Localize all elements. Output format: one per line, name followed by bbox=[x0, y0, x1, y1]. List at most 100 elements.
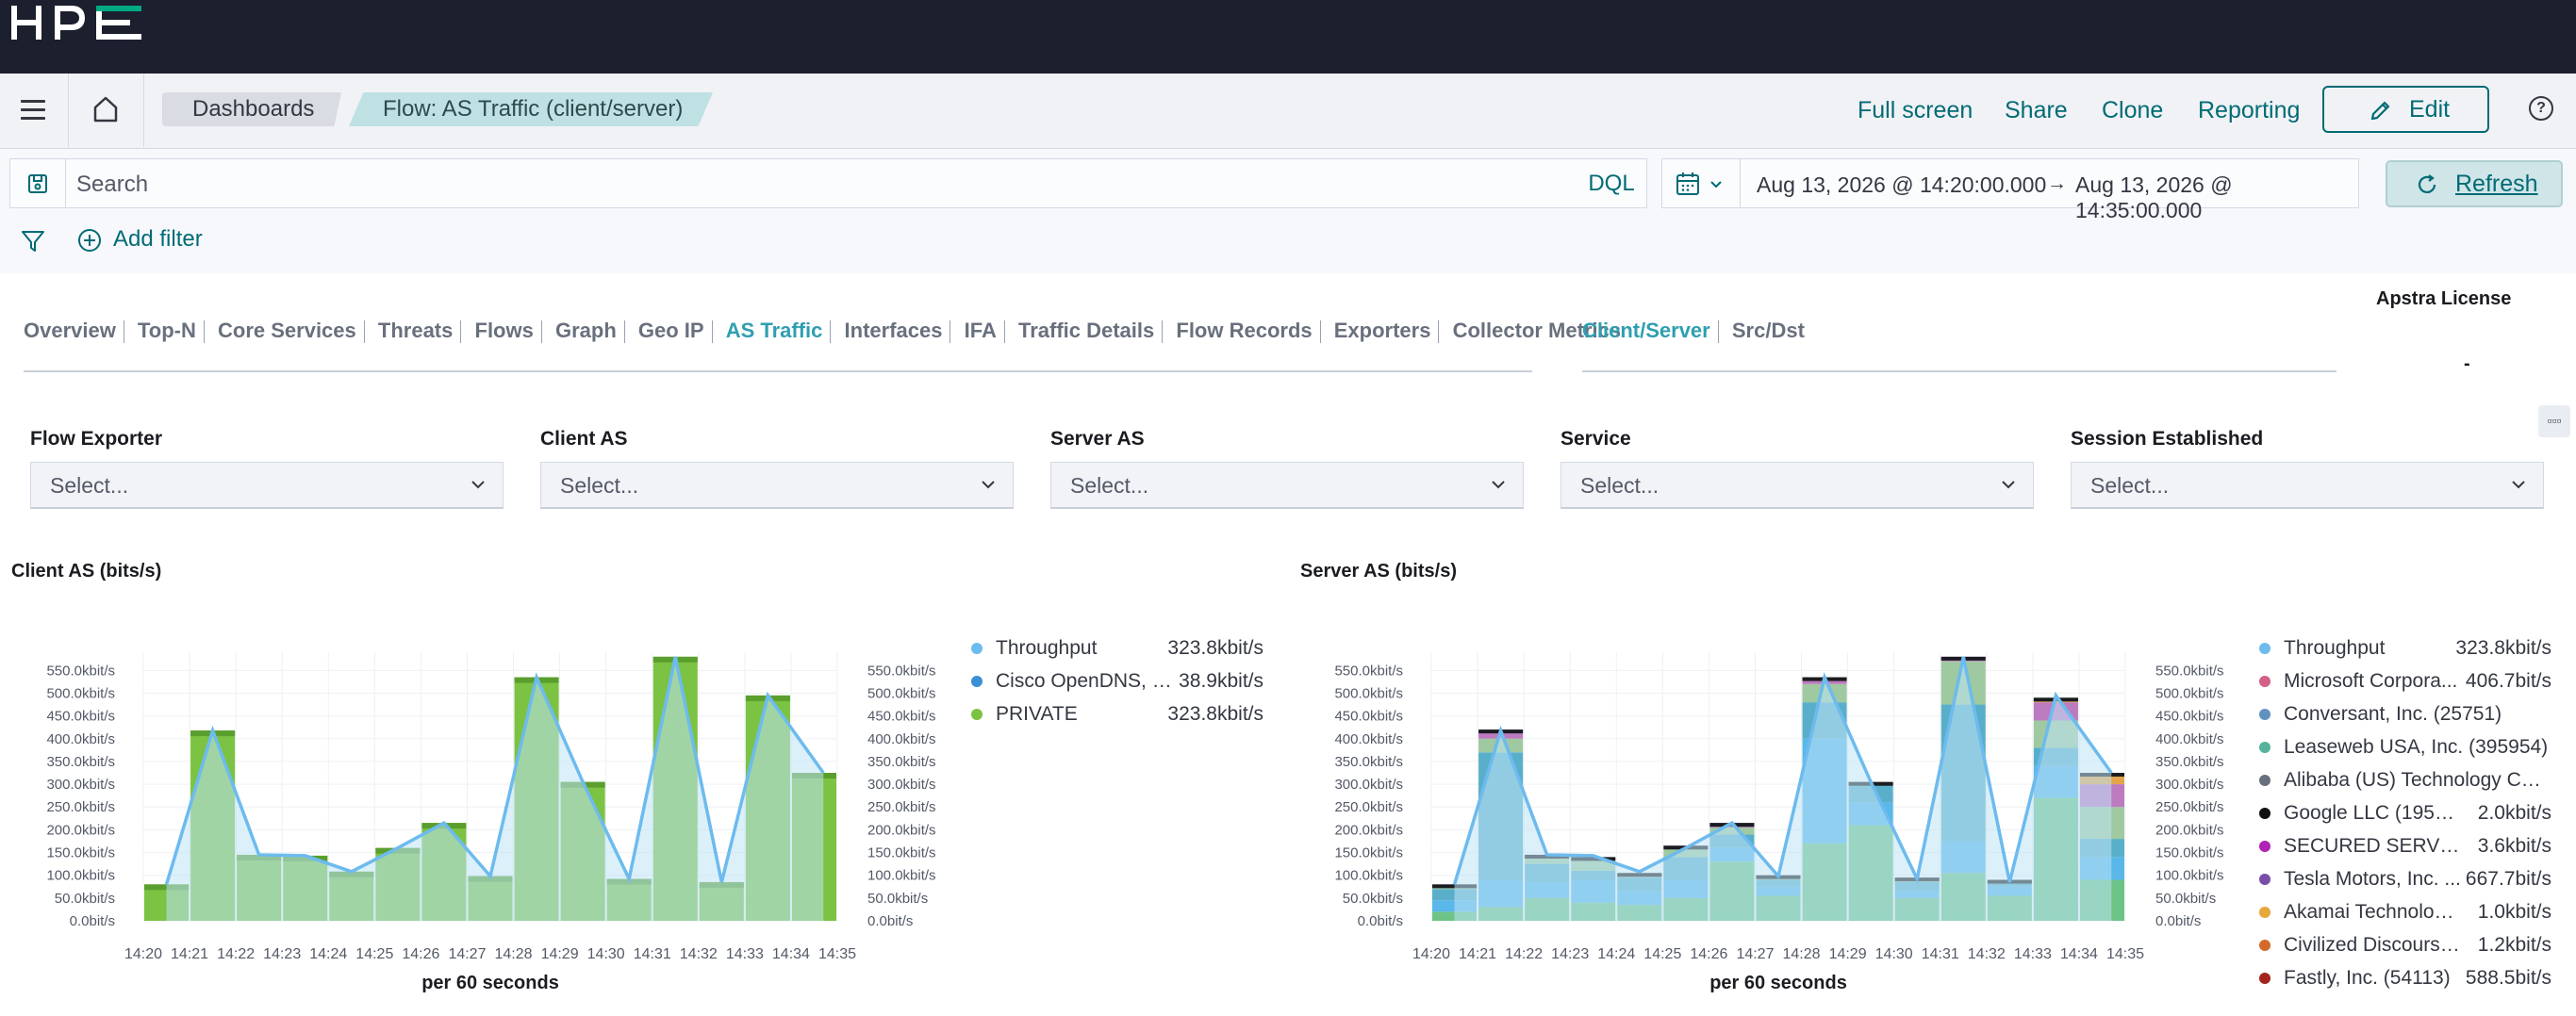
legend-item[interactable]: Tesla Motors, Inc. ... 667.7bit/s bbox=[2259, 864, 2551, 897]
session-established-select[interactable]: Select... bbox=[2071, 462, 2544, 509]
y-tick-label-right: 450.0kbit/s bbox=[2155, 709, 2224, 725]
tab-ifa[interactable]: IFA bbox=[964, 319, 997, 342]
pencil-icon bbox=[2370, 101, 2390, 121]
legend-label: Alibaba (US) Technology Co.... bbox=[2284, 769, 2551, 791]
legend-item[interactable]: Google LLC (19527) 2.0kbit/s bbox=[2259, 798, 2551, 831]
server-as-select[interactable]: Select... bbox=[1050, 462, 1524, 509]
legend-value: 1.2kbit/s bbox=[2477, 934, 2551, 956]
chevron-down-icon bbox=[2002, 481, 2015, 489]
full-screen-link[interactable]: Full screen bbox=[1858, 97, 1973, 123]
tab-flows[interactable]: Flows bbox=[474, 319, 534, 342]
sub-tabs-divider bbox=[1582, 370, 2337, 372]
filter-icon[interactable] bbox=[21, 229, 45, 254]
tab-core-services[interactable]: Core Services bbox=[218, 319, 356, 342]
legend-item[interactable]: Leaseweb USA, Inc. (395954) bbox=[2259, 732, 2551, 765]
tab-flow-records[interactable]: Flow Records bbox=[1176, 319, 1313, 342]
throughput-line bbox=[164, 656, 825, 885]
y-tick-label-left: 150.0kbit/s bbox=[1334, 845, 1403, 861]
legend-color-dot bbox=[2259, 676, 2271, 687]
legend-item[interactable]: Cisco OpenDNS, LL... 38.9kbit/s bbox=[971, 666, 1263, 699]
share-link[interactable]: Share bbox=[2005, 97, 2068, 123]
x-tick-label: 14:30 bbox=[1875, 946, 1913, 962]
chevron-down-icon bbox=[2512, 481, 2525, 489]
legend-color-dot bbox=[2259, 775, 2271, 786]
legend-item[interactable]: Civilized Discourse ... 1.2kbit/s bbox=[2259, 930, 2551, 963]
nav-divider bbox=[143, 74, 144, 147]
breadcrumb-dashboards[interactable]: Dashboards bbox=[162, 92, 341, 126]
y-tick-label-left: 500.0kbit/s bbox=[1334, 685, 1403, 701]
legend-item[interactable]: PRIVATE 323.8kbit/s bbox=[971, 699, 1263, 732]
x-tick-label: 14:24 bbox=[1597, 946, 1635, 962]
refresh-button-label: Refresh bbox=[2455, 171, 2538, 197]
query-language-button[interactable]: DQL bbox=[1577, 158, 1647, 208]
x-tick-label: 14:22 bbox=[1505, 946, 1543, 962]
x-tick-label: 14:21 bbox=[171, 946, 208, 962]
tab-exporters[interactable]: Exporters bbox=[1333, 319, 1431, 342]
tab-geo-ip[interactable]: Geo IP bbox=[637, 319, 704, 342]
legend-item[interactable]: Conversant, Inc. (25751) bbox=[2259, 699, 2551, 732]
menu-icon[interactable] bbox=[19, 96, 47, 124]
saved-query-button[interactable] bbox=[10, 159, 66, 207]
breadcrumb-current: Flow: AS Traffic (client/server) bbox=[349, 92, 713, 126]
tab-top-n[interactable]: Top-N bbox=[137, 319, 196, 342]
sub-tabs: Client/Server Src/Dst bbox=[1582, 319, 1805, 344]
legend-color-dot bbox=[971, 643, 983, 654]
legend-value: 406.7bit/s bbox=[2465, 670, 2551, 692]
bar-segment bbox=[1432, 911, 1478, 921]
x-tick-label: 14:26 bbox=[1690, 946, 1727, 962]
tab-as-traffic[interactable]: AS Traffic bbox=[725, 319, 823, 342]
legend-label: Akamai Technologi... bbox=[2284, 901, 2463, 923]
quick-menu-button[interactable] bbox=[1662, 159, 1741, 207]
legend-item[interactable]: SECURED SERVERS... 3.6kbit/s bbox=[2259, 831, 2551, 864]
tab-interfaces[interactable]: Interfaces bbox=[844, 319, 943, 342]
tab-src-dst[interactable]: Src/Dst bbox=[1731, 319, 1805, 342]
tab-collector-metrics[interactable]: Collector Metrics bbox=[1452, 319, 1622, 342]
legend-label: PRIVATE bbox=[996, 703, 1078, 725]
home-icon[interactable] bbox=[91, 94, 120, 124]
tab-threats[interactable]: Threats bbox=[377, 319, 454, 342]
edit-button-label: Edit bbox=[2409, 96, 2451, 123]
legend-item[interactable]: Microsoft Corpora... 406.7bit/s bbox=[2259, 666, 2551, 699]
end-date[interactable]: Aug 13, 2026 @ 14:35:00.000 bbox=[2075, 172, 2233, 222]
y-tick-label-left: 200.0kbit/s bbox=[1334, 822, 1403, 838]
legend-item[interactable]: Fastly, Inc. (54113) 588.5bit/s bbox=[2259, 963, 2551, 996]
y-tick-label-left: 450.0kbit/s bbox=[46, 709, 115, 725]
y-tick-label-right: 500.0kbit/s bbox=[867, 685, 936, 701]
legend-item[interactable]: Throughput 323.8kbit/s bbox=[2259, 633, 2551, 666]
tab-traffic-details[interactable]: Traffic Details bbox=[1017, 319, 1155, 342]
search-input[interactable] bbox=[74, 159, 1568, 209]
y-tick-label-left: 400.0kbit/s bbox=[1334, 731, 1403, 747]
legend-item[interactable]: Akamai Technologi... 1.0kbit/s bbox=[2259, 897, 2551, 930]
client-as-select[interactable]: Select... bbox=[540, 462, 1014, 509]
chevron-down-icon bbox=[1710, 181, 1722, 188]
tab-graph[interactable]: Graph bbox=[554, 319, 617, 342]
legend-item[interactable]: Alibaba (US) Technology Co.... bbox=[2259, 765, 2551, 798]
clone-link[interactable]: Clone bbox=[2102, 97, 2164, 123]
tab-overview[interactable]: Overview bbox=[24, 319, 116, 342]
reporting-link[interactable]: Reporting bbox=[2198, 97, 2301, 123]
control-session-established: Session Established Select... bbox=[2071, 428, 2544, 509]
panel-options-icon[interactable]: ▫▫▫ bbox=[2538, 405, 2570, 437]
help-icon[interactable]: ? bbox=[2529, 96, 2553, 121]
refresh-button[interactable]: Refresh bbox=[2386, 160, 2563, 207]
legend-color-dot bbox=[971, 676, 983, 687]
nav-divider bbox=[68, 74, 69, 147]
legend-color-dot bbox=[2259, 742, 2271, 753]
tab-client-server[interactable]: Client/Server bbox=[1582, 319, 1710, 342]
y-tick-label-left: 100.0kbit/s bbox=[1334, 868, 1403, 884]
x-tick-label: 14:28 bbox=[1783, 946, 1821, 962]
y-tick-label-right: 300.0kbit/s bbox=[2155, 777, 2224, 793]
x-tick-label: 14:35 bbox=[2106, 946, 2144, 962]
service-select[interactable]: Select... bbox=[1560, 462, 2034, 509]
start-date[interactable]: Aug 13, 2026 @ 14:20:00.000 bbox=[1757, 172, 2047, 197]
edit-button[interactable]: Edit bbox=[2322, 86, 2489, 133]
flow-exporter-select[interactable]: Select... bbox=[30, 462, 504, 509]
x-tick-label: 14:20 bbox=[1412, 946, 1450, 962]
throughput-area bbox=[1454, 656, 2112, 921]
y-tick-label-left: 250.0kbit/s bbox=[46, 799, 115, 815]
x-tick-label: 14:27 bbox=[1736, 946, 1774, 962]
y-tick-label-left: 400.0kbit/s bbox=[46, 731, 115, 747]
legend-label: Fastly, Inc. (54113) bbox=[2284, 967, 2451, 989]
legend-color-dot bbox=[2259, 973, 2271, 984]
legend-item[interactable]: Throughput 323.8kbit/s bbox=[971, 633, 1263, 666]
